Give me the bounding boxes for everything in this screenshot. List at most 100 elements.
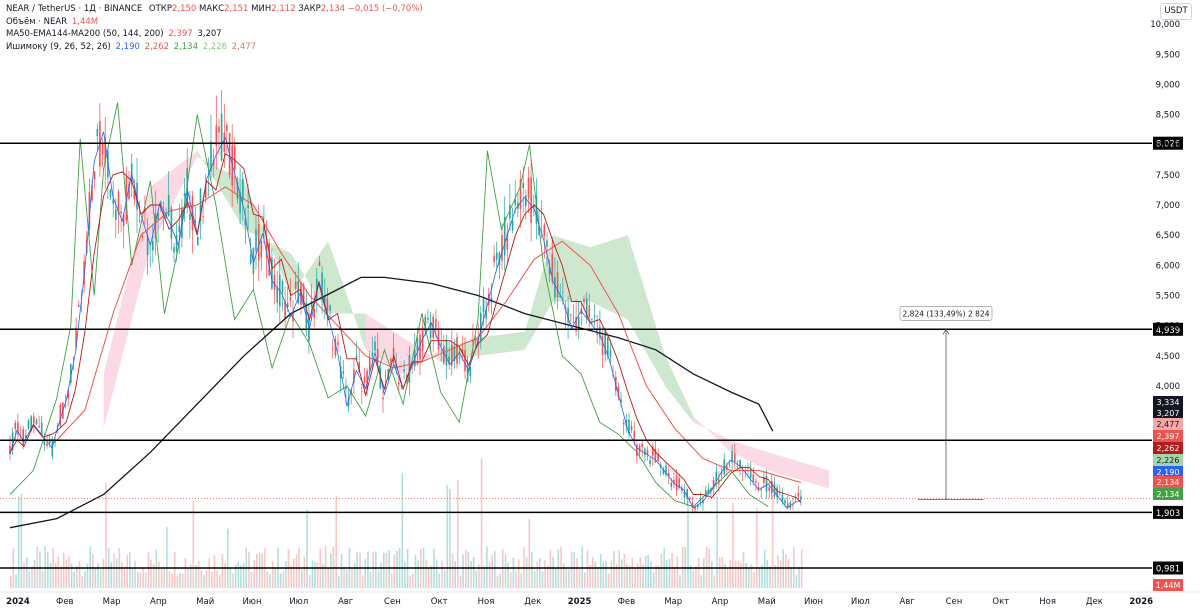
candle-body bbox=[14, 422, 17, 429]
candle-body bbox=[585, 298, 588, 319]
candle-body bbox=[226, 125, 228, 131]
open-label: ОТКР bbox=[148, 4, 172, 14]
volume-bar bbox=[139, 572, 142, 588]
ichimoku-base-line bbox=[9, 153, 802, 504]
candle-body bbox=[644, 448, 646, 456]
ichimoku-cloud-segment bbox=[290, 241, 329, 314]
volume-bar bbox=[176, 575, 179, 588]
candle-body bbox=[495, 252, 498, 260]
volume-bar bbox=[716, 496, 718, 588]
volume-bar bbox=[496, 576, 499, 588]
volume-bar bbox=[576, 558, 578, 588]
candle-body bbox=[435, 318, 437, 328]
candle-body bbox=[792, 505, 794, 506]
candle-body bbox=[533, 204, 535, 209]
volume-bar bbox=[39, 551, 41, 588]
volume-bar bbox=[756, 507, 758, 588]
legend-ma-row[interactable]: MA50-EMA144-MA200 (50, 144, 200) 2,397 3… bbox=[6, 28, 423, 41]
candle-body bbox=[749, 470, 752, 478]
candle-body bbox=[146, 235, 149, 255]
volume-bar bbox=[137, 571, 139, 588]
candle-body bbox=[429, 322, 432, 339]
volume-bar bbox=[742, 551, 745, 588]
volume-bar bbox=[732, 502, 734, 588]
level-price-tag bbox=[1153, 561, 1183, 575]
volume-bar bbox=[266, 571, 269, 588]
candle-body bbox=[575, 317, 577, 332]
candle-body bbox=[675, 475, 678, 491]
candle-body bbox=[540, 212, 543, 215]
symbol-label[interactable]: NEAR / TetherUS · 1Д · BINANCE bbox=[6, 4, 143, 14]
volume-bar bbox=[673, 566, 676, 588]
volume-bar bbox=[591, 557, 594, 588]
volume-bar bbox=[761, 565, 763, 588]
candle-body bbox=[583, 298, 585, 303]
candle-body bbox=[451, 344, 453, 366]
legend-volume-row[interactable]: Объём · NEAR 1,44M bbox=[6, 16, 423, 29]
currency-button[interactable]: USDT bbox=[1160, 3, 1192, 20]
volume-bar bbox=[454, 560, 456, 588]
candle-body bbox=[133, 191, 136, 200]
volume-bar bbox=[692, 570, 695, 588]
span-b-value: 2,477 bbox=[231, 41, 257, 52]
candle-body bbox=[218, 126, 220, 133]
y-tick-label: 4,500 bbox=[1156, 352, 1180, 362]
candle-body bbox=[215, 125, 218, 146]
candle-body bbox=[345, 385, 347, 390]
candle-body bbox=[374, 341, 376, 351]
volume-bar bbox=[322, 564, 324, 588]
x-tick-label: Ноя bbox=[478, 597, 495, 607]
level-price-label: 1,903 bbox=[1156, 509, 1180, 519]
volume-bar bbox=[578, 569, 581, 588]
candle-body bbox=[765, 475, 768, 492]
volume-bar bbox=[372, 551, 374, 588]
candle-body bbox=[726, 466, 728, 471]
volume-bar bbox=[478, 564, 480, 588]
volume-bar bbox=[274, 568, 277, 588]
y-tick-label: 9,500 bbox=[1156, 50, 1180, 60]
volume-bar bbox=[189, 564, 192, 588]
candle-body bbox=[630, 426, 633, 430]
candle-body bbox=[152, 240, 154, 251]
volume-bar bbox=[282, 571, 285, 588]
volume-bar bbox=[713, 575, 716, 588]
volume-bar bbox=[520, 573, 523, 588]
legend-ichimoku-row[interactable]: Ишимоку (9, 26, 52, 26) 2,190 2,262 2,13… bbox=[6, 41, 423, 54]
volume-bar bbox=[800, 549, 803, 588]
candle-body bbox=[234, 146, 236, 170]
volume-bar bbox=[200, 570, 203, 588]
ichimoku-cloud-segment bbox=[693, 416, 731, 453]
volume-bar bbox=[203, 575, 205, 588]
candle-body bbox=[448, 356, 450, 364]
candle-body bbox=[784, 500, 786, 504]
volume-bar bbox=[15, 574, 17, 588]
volume-bar bbox=[258, 552, 261, 588]
candle-body bbox=[794, 497, 797, 499]
volume-bar bbox=[605, 561, 607, 588]
volume-bar bbox=[568, 569, 570, 588]
level-price-label: 4,939 bbox=[1156, 326, 1180, 336]
volume-bar bbox=[369, 571, 372, 588]
candle-body bbox=[768, 487, 770, 491]
volume-bar bbox=[396, 551, 398, 588]
candle-body bbox=[694, 506, 696, 510]
volume-bar bbox=[465, 550, 467, 588]
volume-bar bbox=[44, 546, 46, 588]
volume-bar bbox=[570, 551, 573, 588]
volume-bar bbox=[610, 561, 613, 588]
volume-bar bbox=[388, 550, 390, 588]
volume-bar bbox=[158, 561, 160, 588]
y-tick-label: 8,000 bbox=[1156, 141, 1180, 151]
candle-body bbox=[72, 357, 75, 359]
volume-bar bbox=[31, 566, 33, 588]
candle-body bbox=[641, 443, 643, 447]
candle-body bbox=[424, 316, 427, 331]
candle-body bbox=[326, 298, 329, 312]
volume-bar bbox=[615, 564, 618, 588]
y-tick-label: 6,000 bbox=[1156, 261, 1180, 271]
volume-bar bbox=[345, 569, 348, 588]
candle-body bbox=[117, 191, 120, 214]
candle-body bbox=[646, 449, 649, 455]
candle-body bbox=[91, 185, 93, 201]
